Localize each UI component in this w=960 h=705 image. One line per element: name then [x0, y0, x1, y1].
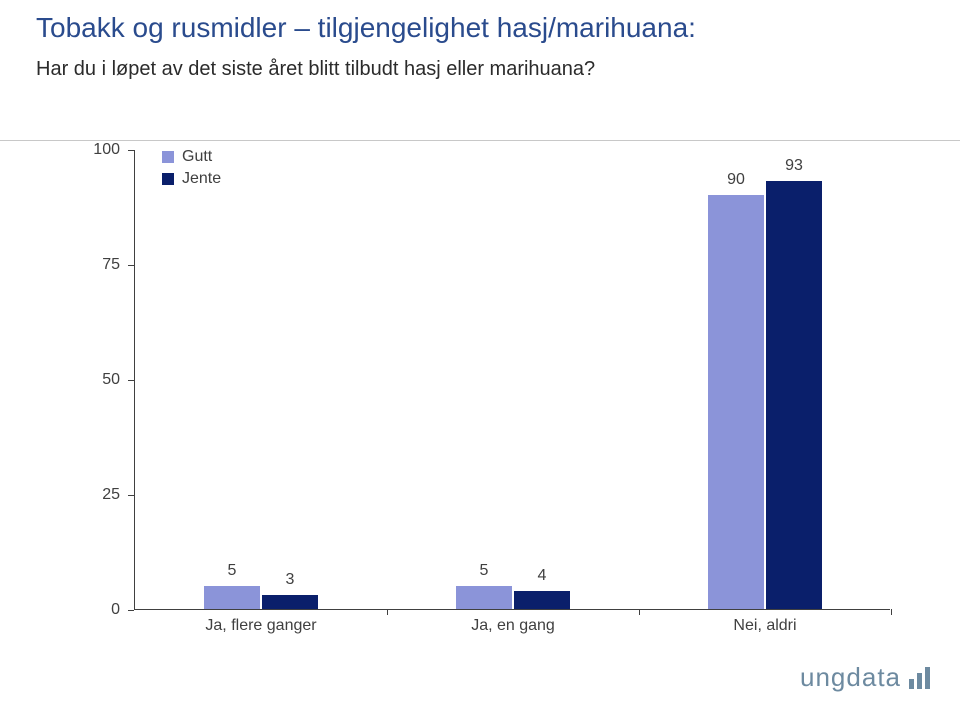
logo-bar-3 — [925, 667, 930, 689]
y-tick-label: 50 — [102, 371, 120, 389]
logo-text: ungdata — [800, 662, 901, 693]
x-tick-mark — [387, 609, 388, 615]
logo-bar-1 — [909, 679, 914, 689]
brand-logo: ungdata — [800, 662, 930, 693]
x-tick-mark — [639, 609, 640, 615]
y-axis: 0255075100 — [70, 150, 130, 630]
page-root: Tobakk og rusmidler – tilgjengelighet ha… — [0, 0, 960, 705]
bar-gutt: 5 — [456, 586, 512, 609]
y-tick-label: 100 — [93, 141, 120, 159]
bar-value-label: 5 — [480, 562, 489, 580]
bar-value-label: 3 — [286, 571, 295, 589]
y-tick-mark — [128, 610, 134, 611]
x-tick-mark — [891, 609, 892, 615]
bar-jente: 93 — [766, 181, 822, 609]
bar-group: 9093Nei, aldri — [708, 181, 822, 609]
logo-bars-icon — [909, 667, 930, 689]
header-divider — [0, 140, 960, 141]
bar-group: 54Ja, en gang — [456, 586, 570, 609]
bar-value-label: 93 — [785, 157, 803, 175]
page-subtitle: Har du i løpet av det siste året blitt t… — [36, 58, 924, 81]
x-category-label: Ja, flere ganger — [205, 617, 316, 635]
bar-jente: 3 — [262, 595, 318, 609]
header-band: Tobakk og rusmidler – tilgjengelighet ha… — [0, 0, 960, 140]
bar-chart: 0255075100 53Ja, flere ganger54Ja, en ga… — [70, 150, 890, 630]
bar-gutt: 90 — [708, 195, 764, 609]
logo-bar-2 — [917, 673, 922, 689]
x-category-label: Nei, aldri — [733, 617, 796, 635]
y-tick-label: 25 — [102, 486, 120, 504]
x-category-label: Ja, en gang — [471, 617, 555, 635]
y-tick-label: 75 — [102, 256, 120, 274]
bar-value-label: 90 — [727, 171, 745, 189]
bar-value-label: 5 — [228, 562, 237, 580]
plot-area: 53Ja, flere ganger 54Ja, en gang 9093Nei, … — [134, 150, 890, 610]
bar-jente: 4 — [514, 591, 570, 609]
page-title: Tobakk og rusmidler – tilgjengelighet ha… — [36, 12, 924, 44]
bar-group: 53Ja, flere ganger — [204, 586, 318, 609]
bar-value-label: 4 — [538, 567, 547, 585]
bar-gutt: 5 — [204, 586, 260, 609]
y-tick-label: 0 — [111, 601, 120, 619]
